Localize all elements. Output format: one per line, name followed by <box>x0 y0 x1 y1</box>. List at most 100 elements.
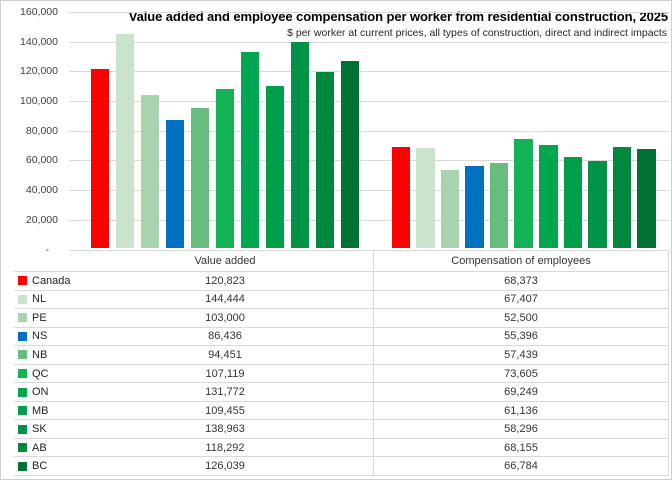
bar-bc <box>340 60 360 248</box>
table-row: BC 126,039 66,784 <box>14 457 668 477</box>
bar-qc <box>514 138 533 248</box>
y-axis-tick-label: 60,000 <box>25 154 58 167</box>
y-gridline <box>69 219 669 221</box>
value-added-cell: 131,772 <box>205 386 245 399</box>
y-gridline <box>69 11 669 13</box>
compensation-cell: 55,396 <box>373 327 668 346</box>
row-label: NS <box>32 330 48 343</box>
table-row: NS 86,436 55,396 <box>14 327 668 347</box>
compensation-cell: 52,500 <box>373 309 668 327</box>
table-header-value-added: Value added <box>194 254 256 267</box>
legend-swatch <box>18 276 27 286</box>
legend-swatch <box>18 461 27 471</box>
legend-swatch <box>18 331 27 341</box>
legend-swatch <box>18 313 27 323</box>
y-axis-tick-label: 140,000 <box>20 35 58 48</box>
bar-canada <box>391 146 410 248</box>
legend-cell: NB <box>14 346 77 364</box>
y-gridline <box>69 190 669 192</box>
table-header-legend-cell <box>14 250 77 271</box>
compensation-cell: 57,439 <box>373 346 668 364</box>
bar-bc <box>637 148 656 248</box>
compensation-cell: 67,407 <box>373 290 668 309</box>
bar-pe <box>440 170 460 248</box>
legend-cell: SK <box>14 420 77 438</box>
bar-sk <box>588 161 607 248</box>
table-row: MB 109,455 61,136 <box>14 401 668 421</box>
row-label: ON <box>32 386 49 399</box>
legend-cell: BC <box>14 457 77 475</box>
table-row: AB 118,292 68,155 <box>14 438 668 458</box>
row-label: NL <box>32 293 47 306</box>
bar-group-compensation <box>391 10 657 248</box>
compensation-cell: 66,784 <box>373 457 668 476</box>
table-header-compensation: Compensation of employees <box>373 250 668 271</box>
data-table: Value added Compensation of employees Ca… <box>14 250 669 477</box>
bar-nl <box>115 33 135 248</box>
compensation-cell: 68,373 <box>373 272 668 290</box>
legend-swatch <box>18 369 27 378</box>
bar-nb <box>489 162 509 248</box>
compensation-cell: 73,605 <box>373 364 668 383</box>
compensation-cell: 68,155 <box>373 438 668 457</box>
table-row: QC 107,119 73,605 <box>14 364 668 384</box>
table-body: Canada 120,823 68,373 NL 144,444 67,407 PE 103,… <box>14 272 668 477</box>
legend-swatch <box>18 387 27 397</box>
table-row: SK 138,963 58,296 <box>14 420 668 439</box>
bar-ab <box>315 72 335 248</box>
row-label: PE <box>32 311 47 324</box>
bar-sk <box>290 41 310 248</box>
row-label: MB <box>32 404 49 417</box>
y-axis-tick-label: 20,000 <box>25 213 58 226</box>
legend-cell: AB <box>14 439 77 457</box>
y-axis-tick-label: 40,000 <box>25 184 58 197</box>
compensation-cell: 58,296 <box>373 420 668 438</box>
table-row: ON 131,772 69,249 <box>14 383 668 402</box>
row-label: QC <box>32 367 49 380</box>
bar-on <box>240 52 260 248</box>
bar-nl <box>416 147 435 248</box>
legend-cell: NS <box>14 328 77 346</box>
legend-swatch <box>18 424 27 434</box>
table-row: Canada 120,823 68,373 <box>14 272 668 291</box>
legend-cell: MB <box>14 402 77 420</box>
value-added-cell: 107,119 <box>205 367 245 380</box>
y-axis-tick-label: 120,000 <box>20 65 58 78</box>
value-added-cell: 86,436 <box>208 330 242 343</box>
table-row: NL 144,444 67,407 <box>14 290 668 310</box>
legend-cell: ON <box>14 383 77 401</box>
chart-subtitle: $ per worker at current prices, all type… <box>287 27 667 39</box>
bar-mb <box>265 85 285 248</box>
y-gridline <box>69 101 669 102</box>
y-axis-tick-label: 100,000 <box>20 95 58 107</box>
value-added-cell: 138,963 <box>205 423 245 436</box>
bar-on <box>539 145 558 248</box>
bar-canada <box>90 68 109 248</box>
legend-cell: NL <box>14 291 77 309</box>
y-gridline <box>69 71 669 73</box>
bar-ns <box>465 165 484 248</box>
y-axis-tick-label: - <box>45 243 50 256</box>
bar-qc <box>215 88 235 248</box>
table-header-row: Value added Compensation of employees <box>14 250 668 272</box>
y-gridline <box>69 130 669 132</box>
y-gridline <box>69 249 669 251</box>
legend-swatch <box>18 350 27 360</box>
value-added-cell: 109,455 <box>205 404 245 417</box>
bar-ab <box>612 146 632 248</box>
compensation-cell: 69,249 <box>373 383 668 401</box>
table-row: NB 94,451 57,439 <box>14 346 668 365</box>
bar-group-value-added <box>90 10 360 248</box>
bar-mb <box>563 157 583 248</box>
value-added-cell: 126,039 <box>205 460 245 473</box>
value-added-cell: 94,451 <box>208 348 242 361</box>
bar-nb <box>190 107 210 248</box>
row-label: NB <box>32 348 48 361</box>
value-added-cell: 118,292 <box>205 441 245 454</box>
row-label: Canada <box>32 274 71 287</box>
value-added-cell: 120,823 <box>205 274 245 287</box>
row-label: BC <box>32 460 48 473</box>
legend-swatch <box>18 294 27 304</box>
bar-pe <box>140 95 160 248</box>
